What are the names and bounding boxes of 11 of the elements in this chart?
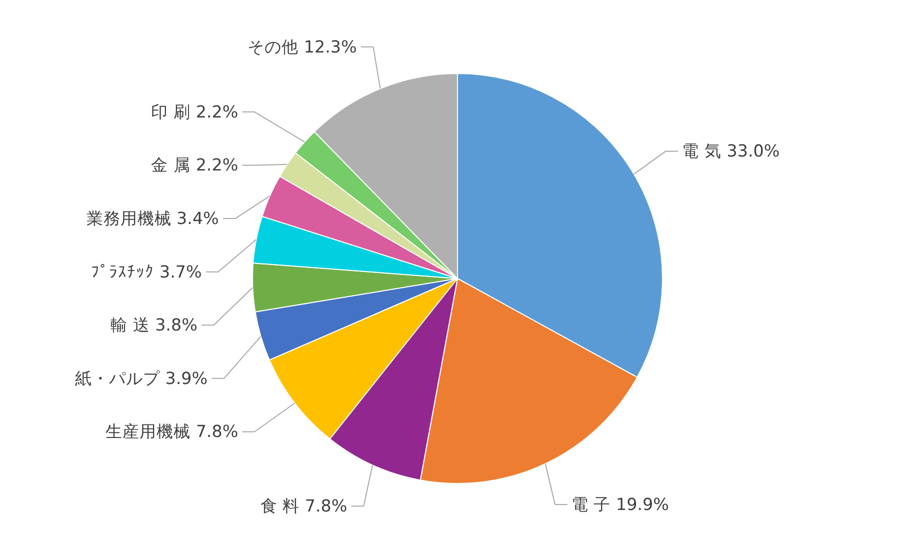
slice-label: 電 気 33.0% <box>682 142 780 161</box>
slice-label: その他 12.3% <box>248 37 357 56</box>
slice-label: 食 料 7.8% <box>260 496 348 516</box>
slice-label: 紙・パルプ 3.9% <box>74 368 208 388</box>
slice-label: 生産用機械 7.8% <box>106 422 238 442</box>
slice-label: 印 刷 2.2% <box>151 102 238 122</box>
slice-label: 業務用機械 3.4% <box>86 209 219 228</box>
slice-label: 電 子 19.9% <box>571 494 669 514</box>
slice-label: 輸 送 3.8% <box>110 316 198 335</box>
slice-label: ﾌﾟﾗｽﾁｯｸ 3.7% <box>91 262 202 282</box>
slice-label: 金 属 2.2% <box>151 156 238 175</box>
